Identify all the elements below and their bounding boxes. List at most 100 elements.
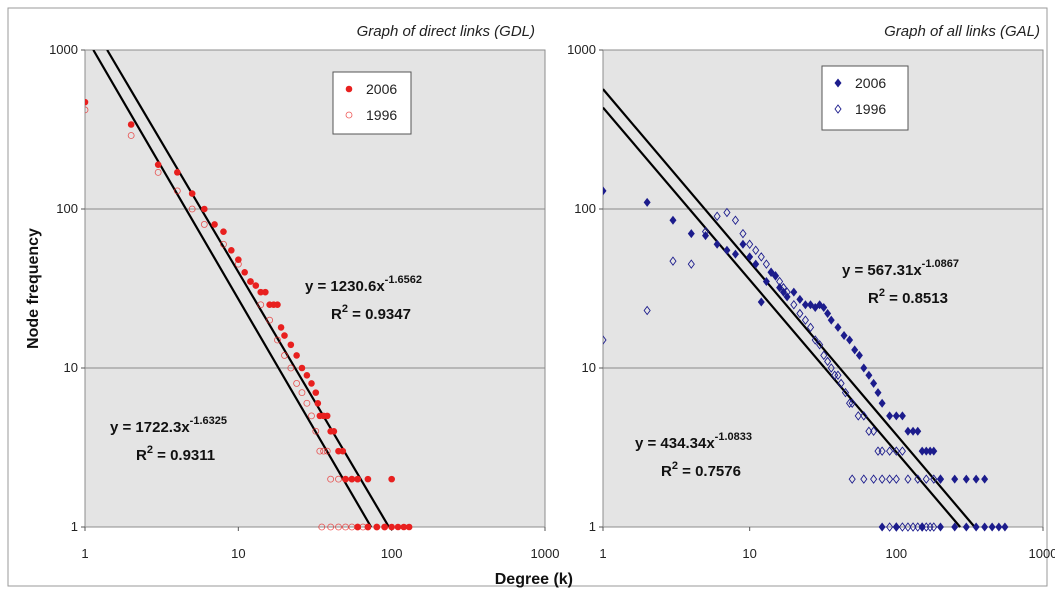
data-point — [603, 335, 607, 345]
data-point — [995, 522, 1003, 532]
data-point — [342, 475, 349, 483]
data-point — [281, 332, 288, 339]
data-point — [252, 282, 260, 289]
data-point — [308, 412, 315, 420]
chart-panel-1: 1 10 100 1000 1 10 100 1000 Graph of direct link… — [25, 23, 559, 561]
legend-label: 1996 — [855, 101, 886, 117]
data-point — [972, 522, 980, 532]
data-point — [339, 447, 347, 455]
data-point — [904, 474, 912, 484]
data-point — [783, 292, 791, 302]
data-point — [790, 287, 798, 297]
data-point — [320, 447, 328, 455]
plot-area — [84, 49, 546, 528]
x-tick-label: 1 — [599, 546, 606, 561]
data-point — [904, 522, 912, 532]
data-point — [274, 336, 281, 344]
trendline — [603, 106, 961, 528]
data-point — [831, 370, 839, 381]
trendline-equation: y = 434.34x-1.0833 — [635, 431, 752, 452]
data-point — [762, 259, 770, 269]
data-point — [746, 252, 754, 262]
data-point — [811, 335, 819, 345]
data-point — [603, 186, 607, 196]
y-tick-label: 10 — [64, 360, 78, 375]
data-point — [345, 111, 353, 119]
data-point — [687, 259, 695, 269]
data-point — [312, 427, 320, 435]
trendline-r2: R2 = 0.7576 — [661, 460, 741, 480]
x-tick-label: 100 — [885, 546, 907, 561]
data-point — [827, 315, 835, 325]
data-point — [898, 522, 906, 532]
legend-label: 1996 — [366, 107, 397, 123]
data-point — [188, 205, 196, 213]
data-point — [287, 364, 295, 372]
data-point — [277, 324, 285, 331]
data-point — [840, 331, 848, 341]
data-point — [878, 522, 886, 532]
data-point — [746, 239, 754, 250]
data-point — [936, 474, 944, 484]
data-point — [323, 412, 331, 420]
data-point — [330, 427, 338, 435]
data-point — [914, 426, 922, 436]
data-point — [739, 228, 747, 239]
data-point — [85, 106, 89, 114]
data-point — [841, 387, 850, 398]
data-point — [405, 523, 413, 531]
data-point — [860, 411, 868, 421]
data-point — [926, 446, 934, 456]
data-point — [298, 389, 306, 397]
data-point — [870, 426, 878, 437]
data-point — [892, 474, 900, 484]
data-point — [127, 132, 135, 139]
data-point — [241, 268, 248, 276]
y-tick-label: 1000 — [567, 42, 596, 57]
data-point — [918, 446, 926, 456]
data-point — [854, 411, 862, 421]
data-point — [834, 104, 842, 114]
y-tick-label: 100 — [574, 201, 596, 216]
data-point — [860, 363, 868, 373]
data-point — [687, 229, 695, 239]
x-tick-label: 10 — [742, 546, 756, 561]
y-tick-label: 1000 — [49, 42, 78, 57]
data-point — [886, 446, 894, 456]
data-point — [878, 474, 886, 484]
trendline-r2: R2 = 0.9347 — [331, 303, 411, 323]
data-point — [318, 523, 326, 531]
data-point — [796, 308, 804, 319]
data-point — [274, 301, 281, 309]
data-point — [188, 190, 196, 197]
data-point — [643, 197, 651, 207]
data-point — [914, 474, 922, 484]
data-point — [892, 446, 900, 456]
data-point — [314, 399, 322, 407]
data-point — [327, 475, 335, 483]
data-point — [846, 398, 854, 409]
data-point — [381, 523, 388, 531]
data-point — [723, 207, 731, 218]
data-point — [298, 364, 306, 372]
data-layer — [85, 50, 413, 531]
data-point — [713, 239, 721, 249]
data-point — [771, 271, 779, 281]
data-point — [303, 371, 311, 379]
data-point — [776, 283, 784, 293]
data-point — [713, 211, 721, 222]
data-point — [262, 288, 269, 296]
data-point — [936, 522, 944, 532]
data-point — [878, 398, 886, 408]
data-point — [855, 350, 863, 360]
legend-label: 2006 — [366, 81, 397, 97]
data-point — [323, 447, 331, 455]
data-point — [757, 297, 765, 307]
data-point — [669, 256, 677, 266]
data-point — [930, 474, 938, 484]
data-point — [865, 370, 873, 380]
data-point — [851, 345, 859, 355]
trendline-equation: y = 1722.3x-1.6325 — [110, 415, 227, 436]
data-point — [801, 315, 809, 325]
